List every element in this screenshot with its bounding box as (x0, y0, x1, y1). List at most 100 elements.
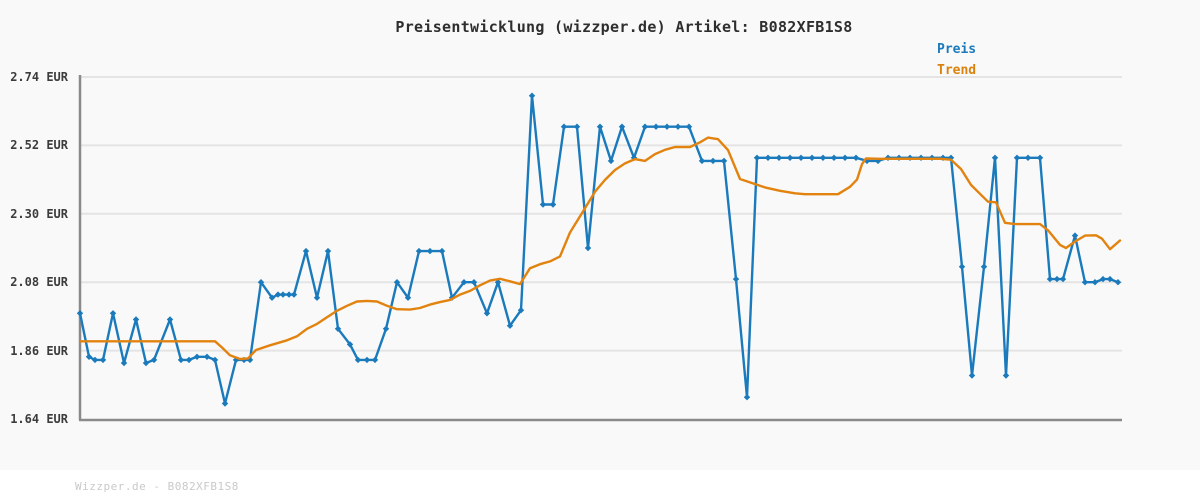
preis-marker (1053, 275, 1061, 283)
preis-marker (1081, 279, 1089, 286)
preis-marker (109, 310, 117, 317)
preis-marker (257, 279, 265, 286)
preis-marker (1059, 275, 1067, 283)
preis-marker (1091, 279, 1099, 286)
y-tick-label: 2.08 EUR (10, 275, 68, 289)
footer-bar: Wizzper.de - B082XFB1S8 (0, 470, 1200, 500)
preis-marker (426, 247, 434, 255)
preis-marker (797, 154, 805, 161)
preis-marker (76, 310, 84, 317)
preis-marker (268, 294, 276, 301)
preis-marker (596, 123, 604, 130)
preis-marker (371, 356, 379, 364)
preis-marker (1013, 154, 1021, 161)
preis-marker (415, 247, 423, 255)
preis-marker (852, 154, 860, 161)
preis-marker (698, 157, 706, 165)
preis-marker (1036, 154, 1044, 161)
preis-marker (1002, 372, 1010, 379)
page-title: Preisentwicklung (wizzper.de) Artikel: B… (395, 18, 853, 36)
preis-marker (732, 275, 740, 283)
preis-marker (764, 154, 772, 161)
preis-marker (132, 316, 140, 323)
preis-marker (150, 356, 158, 364)
preis-marker (1099, 275, 1107, 283)
preis-marker (709, 157, 717, 165)
preis-marker (85, 353, 93, 360)
y-tick-label: 1.86 EUR (10, 344, 68, 358)
preis-marker (968, 372, 976, 379)
preis-marker (324, 247, 332, 255)
preis-marker (652, 123, 660, 130)
preis-marker (354, 356, 362, 364)
preis-marker (211, 356, 219, 364)
preis-marker (1046, 275, 1054, 283)
preis-marker (991, 154, 999, 161)
preis-marker (404, 294, 412, 301)
preis-marker (99, 356, 107, 364)
preis-marker (393, 279, 401, 286)
preis-marker (142, 359, 150, 367)
preis-marker (483, 310, 491, 317)
preis-marker (460, 279, 468, 286)
preis-marker (685, 123, 693, 130)
legend-item-preis: Preis (937, 42, 977, 57)
preis-marker (203, 353, 211, 360)
y-tick-label: 2.74 EUR (10, 70, 68, 84)
preis-marker (830, 154, 838, 161)
footer-watermark: Wizzper.de - B082XFB1S8 (75, 480, 239, 493)
preis-marker (528, 92, 536, 99)
preis-marker (120, 359, 128, 367)
preis-marker (786, 154, 794, 161)
preis-marker (607, 157, 615, 165)
preis-marker (641, 123, 649, 130)
preis-marker (166, 316, 174, 323)
preis-marker (334, 325, 342, 332)
preis-marker (302, 247, 310, 255)
preis-marker (290, 291, 298, 298)
legend-item-trend: Trend (937, 63, 977, 78)
preis-marker (221, 400, 229, 407)
preis-marker (274, 291, 282, 298)
preis-marker (841, 154, 849, 161)
preis-marker (438, 247, 446, 255)
preis-marker (573, 123, 581, 130)
preis-marker (980, 263, 988, 270)
preis-marker (958, 263, 966, 270)
preis-marker (674, 123, 682, 130)
preis-marker (1024, 154, 1032, 161)
preis-marker (584, 244, 592, 252)
preis-marker (363, 356, 371, 364)
y-tick-label: 2.30 EUR (10, 207, 68, 221)
preis-marker (808, 154, 816, 161)
preis-marker (663, 123, 671, 130)
preis-marker (618, 123, 626, 130)
preis-marker (549, 201, 557, 208)
preis-marker (1114, 279, 1122, 286)
preis-marker (539, 201, 547, 208)
preis-marker (285, 291, 293, 298)
preis-marker (91, 356, 99, 364)
preis-marker (775, 154, 783, 161)
chart-legend: Preis Trend (937, 39, 976, 81)
preis-marker (517, 307, 525, 314)
preis-marker (753, 154, 761, 161)
preis-marker (819, 154, 827, 161)
preis-marker (1106, 275, 1114, 283)
preis-marker (506, 322, 514, 329)
y-tick-label: 2.52 EUR (10, 138, 68, 152)
preis-marker (720, 157, 728, 165)
preis-marker (346, 341, 354, 348)
preis-marker (382, 325, 390, 332)
trend-line (78, 136, 1122, 361)
preis-marker (743, 394, 751, 401)
preis-marker (279, 291, 287, 298)
preis-marker (470, 279, 478, 286)
preis-marker (177, 356, 185, 364)
y-tick-label: 1.64 EUR (10, 412, 68, 426)
preis-marker (313, 294, 321, 301)
preis-marker (193, 353, 201, 360)
preis-marker (560, 123, 568, 130)
